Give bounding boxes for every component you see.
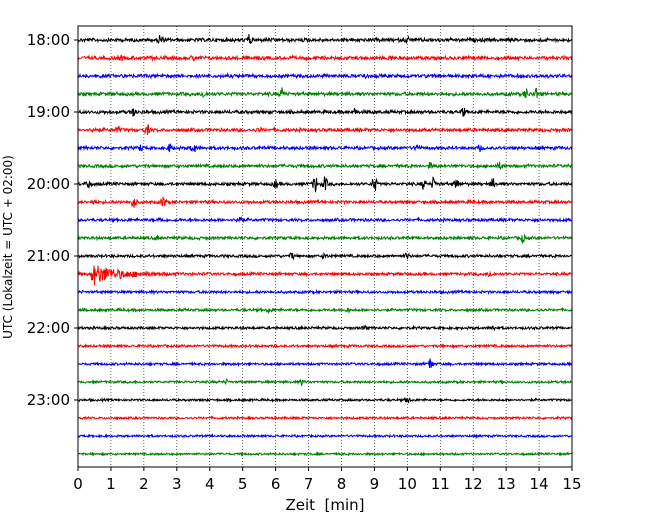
trace-line [77, 450, 573, 457]
trace-line [77, 176, 573, 193]
x-tick-label: 9 [370, 475, 380, 493]
x-tick-label: 13 [497, 475, 516, 493]
x-tick-label: 14 [530, 475, 549, 493]
x-tick-label: 5 [238, 475, 248, 493]
trace-line [77, 358, 572, 369]
trace-line [77, 324, 573, 332]
x-tick-label: 11 [431, 475, 450, 493]
y-axis-label: UTC (Lokalzeit = UTC + 02:00) [1, 155, 15, 339]
x-tick-label: 8 [337, 475, 347, 493]
x-tick-label: 0 [73, 475, 83, 493]
y-tick-label: 23:00 [27, 391, 70, 409]
x-tick-label: 2 [139, 475, 149, 493]
trace-line [77, 196, 573, 208]
plot-frame [77, 25, 573, 468]
trace-line [77, 72, 573, 80]
x-tick-label: 3 [172, 475, 182, 493]
x-axis: 0 1 2 3 4 5 6 7 8 9 10 11 12 13 14 15 [73, 467, 582, 493]
trace-line [77, 233, 573, 244]
trace-line [77, 343, 573, 350]
trace-line [77, 265, 573, 286]
y-axis: 18:00 19:00 20:00 21:00 22:00 23:00 [27, 31, 78, 409]
trace-line [77, 414, 573, 421]
x-tick-label: 1 [106, 475, 116, 493]
y-tick-label: 18:00 [27, 31, 70, 49]
trace-line [77, 54, 573, 62]
trace-line [77, 161, 573, 170]
seismic-traces [77, 34, 573, 457]
x-tick-label: 12 [464, 475, 483, 493]
x-axis-label: Zeit [min] [285, 496, 364, 514]
trace-line [77, 251, 573, 261]
x-tick-label: 10 [398, 475, 417, 493]
trace-line [77, 377, 573, 386]
trace-line [77, 433, 573, 439]
trace-line [77, 34, 573, 45]
y-tick-label: 20:00 [27, 175, 70, 193]
trace-line [77, 124, 573, 136]
x-tick-label: 4 [205, 475, 215, 493]
trace-line [77, 107, 573, 117]
x-tick-label: 15 [562, 475, 581, 493]
trace-line [77, 87, 573, 98]
y-tick-label: 22:00 [27, 319, 70, 337]
y-tick-label: 19:00 [27, 103, 70, 121]
trace-line [77, 306, 573, 314]
trace-line [77, 143, 573, 153]
trace-line [77, 396, 573, 404]
trace-line [77, 288, 573, 296]
trace-line [77, 216, 573, 224]
x-tick-label: 6 [271, 475, 281, 493]
y-tick-label: 21:00 [27, 247, 70, 265]
x-tick-label: 7 [304, 475, 314, 493]
